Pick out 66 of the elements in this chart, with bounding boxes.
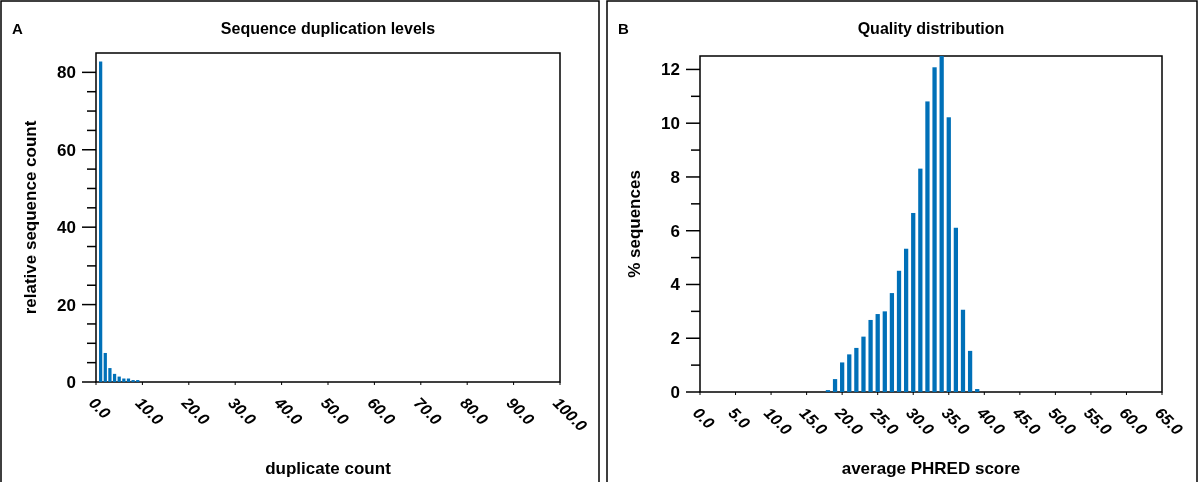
x-tick-label: 30.0: [903, 404, 938, 439]
x-tick-label: 10.0: [760, 404, 796, 439]
x-tick-label: 55.0: [1080, 404, 1115, 439]
chart-title: Sequence duplication levels: [220, 20, 436, 37]
y-tick-label: 40: [57, 218, 76, 238]
x-tick-label: 30.0: [225, 394, 260, 429]
bar: [889, 293, 895, 392]
y-tick-label: 6: [670, 221, 680, 241]
x-tick-label: 25.0: [866, 403, 902, 439]
bar: [875, 314, 880, 392]
y-axis-title: % sequences: [625, 170, 644, 278]
x-tick-label: 15.0: [796, 404, 831, 439]
bar: [903, 248, 909, 392]
bar: [918, 168, 923, 392]
bar: [911, 212, 916, 392]
bar: [882, 311, 887, 392]
bar: [946, 117, 951, 392]
x-tick-label: 45.0: [1009, 403, 1044, 439]
x-tick-label: 20.0: [177, 393, 213, 429]
y-tick-label: 8: [670, 167, 680, 187]
bar: [868, 319, 873, 392]
chart-title: Quality distribution: [857, 20, 1005, 37]
x-tick-label: 60.0: [364, 394, 399, 429]
y-tick-label: 60: [57, 140, 76, 160]
bar: [939, 56, 944, 392]
x-tick-label: 20.0: [831, 403, 867, 439]
text: B: [618, 20, 629, 37]
x-tick-label: 40.0: [973, 403, 1009, 439]
x-axis-title: duplicate count: [265, 459, 392, 478]
bar: [854, 347, 859, 392]
x-tick-label: 60.0: [1116, 404, 1151, 439]
bar: [975, 389, 980, 392]
y-tick-label: 20: [57, 295, 76, 315]
x-axis-title: average PHRED score: [841, 459, 1021, 478]
bar: [932, 67, 937, 392]
bar: [896, 270, 902, 392]
x-tick-label: 40.0: [270, 393, 306, 429]
x-tick-label: 90.0: [503, 394, 538, 429]
x-tick-label: 0.0: [689, 404, 718, 432]
x-tick-label: 10.0: [132, 394, 167, 429]
y-tick-label: 12: [661, 60, 680, 80]
x-tick-label: 65.0: [1151, 404, 1186, 439]
x-tick-label: 80.0: [457, 394, 492, 429]
bar: [925, 101, 930, 392]
bar: [847, 354, 852, 392]
bar: [99, 61, 103, 382]
bar: [953, 227, 959, 392]
bar: [840, 362, 845, 392]
y-tick-label: 4: [670, 275, 681, 295]
text: A: [12, 20, 23, 37]
bar: [960, 309, 966, 392]
x-tick-label: 5.0: [725, 404, 754, 432]
y-tick-label: 0: [670, 382, 680, 402]
y-tick-label: 2: [670, 329, 680, 349]
x-tick-label: 70.0: [410, 394, 445, 429]
y-tick-label: 10: [661, 114, 680, 134]
x-tick-label: 0.0: [85, 394, 114, 422]
y-tick-label: 80: [57, 63, 76, 83]
y-axis-title: relative sequence count: [21, 120, 40, 315]
bar: [967, 350, 973, 392]
bar: [861, 336, 866, 392]
y-tick-label: 0: [66, 372, 76, 392]
x-tick-label: 35.0: [938, 404, 973, 439]
bar: [832, 379, 838, 392]
x-tick-label: 50.0: [1045, 404, 1080, 439]
x-tick-label: 50.0: [317, 394, 352, 429]
